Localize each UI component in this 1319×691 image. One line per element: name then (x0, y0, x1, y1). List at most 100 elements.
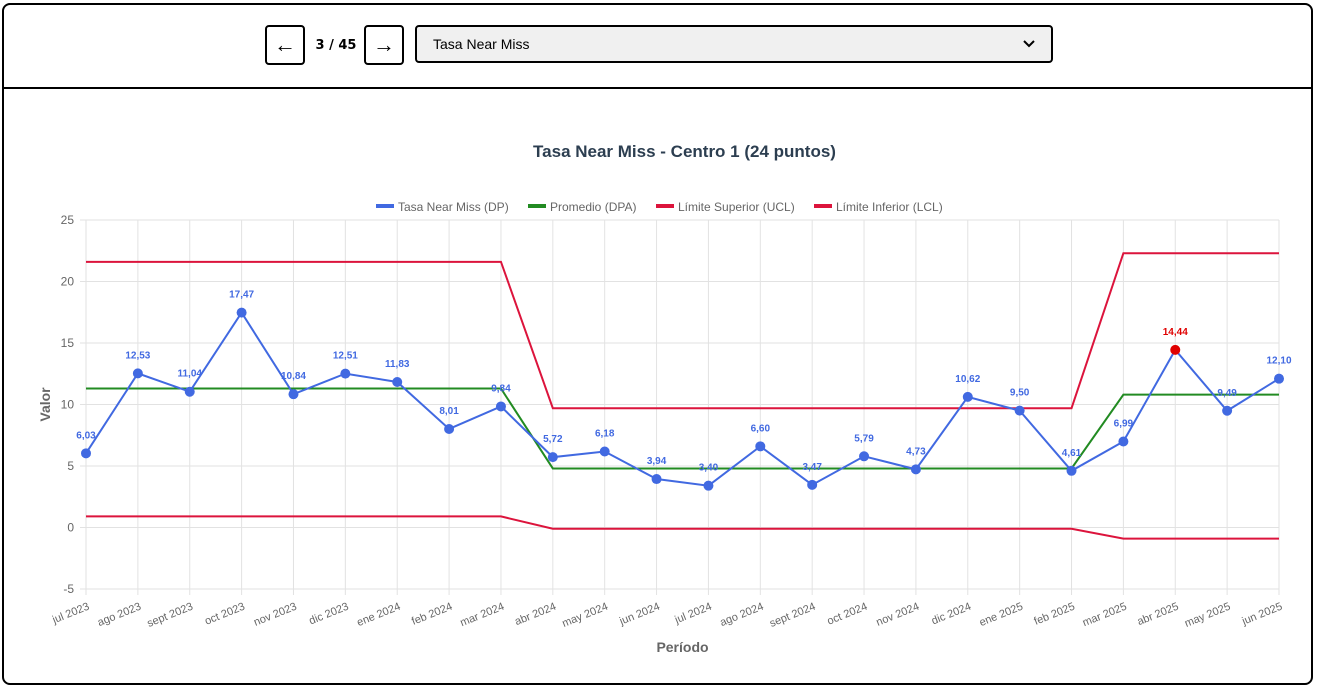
next-button[interactable]: → (364, 25, 404, 65)
data-point (1014, 405, 1025, 416)
chart-title: Tasa Near Miss - Centro 1 (24 puntos) (533, 142, 836, 161)
data-label: 5,79 (854, 433, 874, 444)
data-point (547, 452, 558, 463)
data-label: 6,60 (751, 423, 771, 434)
data-label: 17,47 (229, 290, 254, 301)
data-label: 14,44 (1163, 327, 1188, 338)
data-point (755, 441, 766, 452)
data-label: 5,72 (543, 434, 563, 445)
chevron-down-icon (1023, 40, 1035, 48)
data-point (288, 389, 299, 400)
data-label: 8,01 (439, 406, 459, 417)
x-tick-label: jun 2025 (1240, 601, 1285, 628)
x-tick-label: nov 2024 (875, 601, 921, 629)
data-point (1170, 344, 1181, 355)
metric-select-value: Tasa Near Miss (433, 36, 530, 52)
y-tick-label: 25 (61, 213, 75, 227)
data-label: 10,62 (955, 374, 980, 385)
series-line (85, 310, 1280, 487)
app-frame: ← 3 / 45 → Tasa Near Miss -5 0 5 10 15 20 25 ju… (2, 3, 1313, 685)
legend-swatch (656, 204, 674, 208)
data-point (184, 386, 195, 397)
toolbar: ← 3 / 45 → Tasa Near Miss (4, 5, 1311, 89)
y-tick-label: 20 (61, 275, 75, 289)
data-point (859, 451, 870, 462)
y-tick-label: 10 (61, 398, 75, 412)
prev-button[interactable]: ← (265, 25, 305, 65)
x-tick-label: mar 2025 (1081, 601, 1129, 630)
x-tick-label: oct 2023 (203, 601, 247, 628)
data-point (651, 474, 662, 485)
x-tick-label: abr 2025 (1136, 601, 1181, 628)
y-tick-label: 0 (67, 521, 74, 535)
page-counter: 3 / 45 (315, 37, 357, 53)
x-tick-label: nov 2023 (252, 601, 298, 629)
x-tick-label: ene 2024 (355, 601, 402, 629)
series-line (86, 515, 1279, 540)
data-label: 9,84 (491, 383, 511, 394)
data-label: 11,04 (177, 369, 202, 380)
data-label: 3,47 (802, 462, 822, 473)
data-point (703, 480, 714, 491)
data-label: 3,94 (647, 456, 667, 467)
x-tick-label: jul 2024 (672, 601, 713, 627)
data-point (910, 464, 921, 475)
data-label: 4,73 (906, 446, 926, 457)
data-label: 6,03 (76, 430, 96, 441)
x-tick-label: dic 2024 (930, 601, 973, 628)
x-tick-label: feb 2024 (410, 601, 454, 628)
data-label: 3,40 (699, 463, 719, 474)
data-label: 6,18 (595, 428, 615, 439)
x-tick-label: oct 2024 (826, 601, 870, 628)
data-label: 9,49 (1217, 388, 1237, 399)
data-point (1274, 373, 1284, 384)
data-label: 6,99 (1114, 419, 1134, 430)
data-point (236, 307, 247, 318)
legend-label: Límite Superior (UCL) (678, 200, 795, 214)
data-point (807, 479, 818, 490)
series-line (86, 252, 1279, 410)
y-axis-label: Valor (37, 387, 53, 422)
data-label: 9,50 (1010, 388, 1030, 399)
x-axis-label: Período (656, 639, 708, 655)
data-point (962, 391, 973, 402)
legend-swatch (814, 204, 832, 208)
data-label: 10,84 (281, 371, 306, 382)
legend-label: Límite Inferior (LCL) (836, 200, 943, 214)
data-point (132, 368, 143, 379)
x-tick-label: feb 2025 (1032, 601, 1076, 628)
legend-label: Tasa Near Miss (DP) (398, 200, 509, 214)
data-label: 12,53 (125, 350, 150, 361)
legend-swatch (528, 204, 546, 208)
data-point (340, 368, 351, 379)
x-tick-label: jun 2024 (617, 601, 662, 628)
y-tick-label: -5 (63, 582, 74, 596)
data-point (1066, 465, 1077, 476)
x-tick-label: ago 2024 (718, 601, 765, 629)
x-tick-label: dic 2023 (307, 601, 350, 628)
control-chart: -5 0 5 10 15 20 25 jul 2023 ago 2023 sept 2023 oct… (37, 142, 1292, 655)
data-point (599, 446, 610, 457)
data-point (444, 423, 455, 434)
x-tick-label: sept 2023 (146, 601, 195, 630)
x-tick-label: sept 2024 (768, 601, 817, 630)
x-tick-label: may 2025 (1183, 601, 1232, 630)
legend-swatch (376, 204, 394, 208)
x-tick-label: mar 2024 (458, 601, 506, 630)
data-label: 12,51 (333, 351, 358, 362)
y-tick-label: 15 (61, 336, 75, 350)
x-tick-label: jul 2023 (50, 601, 91, 627)
legend-label: Promedio (DPA) (550, 200, 636, 214)
data-point (81, 448, 91, 459)
data-label: 12,10 (1266, 356, 1291, 367)
data-point (1222, 405, 1233, 416)
data-label: 11,83 (385, 359, 410, 370)
x-tick-label: may 2024 (561, 601, 610, 630)
data-point (392, 376, 403, 387)
y-tick-label: 5 (67, 459, 74, 473)
metric-select[interactable]: Tasa Near Miss (415, 25, 1053, 63)
series-line (86, 387, 1279, 470)
data-point (495, 401, 506, 412)
x-tick-label: abr 2024 (513, 601, 558, 628)
x-tick-label: ene 2025 (978, 601, 1025, 629)
